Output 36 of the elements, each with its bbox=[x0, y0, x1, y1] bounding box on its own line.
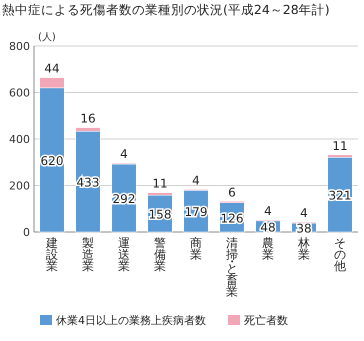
data-label: 11 bbox=[152, 176, 168, 191]
y-tick-label: 200 bbox=[9, 180, 30, 192]
data-label: 4 bbox=[192, 173, 200, 188]
y-tick-label: 800 bbox=[9, 40, 30, 53]
legend-label: 死亡者数 bbox=[244, 314, 288, 327]
x-tick-label: 製造業 bbox=[82, 236, 94, 273]
x-tick-label: 運送業 bbox=[118, 236, 130, 273]
data-label: 126 bbox=[220, 211, 244, 226]
data-label: 620 bbox=[40, 154, 64, 168]
x-tick-label: 清掃・と畜業 bbox=[226, 236, 238, 298]
data-label: 11 bbox=[332, 138, 348, 153]
x-tick-label: 建設業 bbox=[45, 236, 58, 273]
data-label: 48 bbox=[260, 220, 276, 234]
data-label: 4 bbox=[120, 147, 128, 162]
chart-title: 熱中症による死傷者数の業種別の状況(平成24～28年計) bbox=[2, 2, 330, 17]
data-label: 179 bbox=[184, 205, 208, 220]
data-label: 6 bbox=[228, 185, 236, 200]
data-label: 38 bbox=[296, 222, 312, 236]
data-label: 292 bbox=[112, 192, 136, 206]
x-tick-label: 警備業 bbox=[154, 236, 166, 273]
x-tick-label: その他 bbox=[334, 236, 346, 273]
x-tick-label: 商業 bbox=[190, 236, 202, 262]
x-tick-label: 林業 bbox=[297, 236, 310, 262]
data-label: 44 bbox=[44, 62, 60, 76]
data-label: 16 bbox=[80, 112, 96, 126]
data-label: 433 bbox=[76, 176, 100, 190]
y-tick-label: 600 bbox=[9, 86, 30, 100]
y-tick-label: 400 bbox=[9, 133, 30, 146]
data-label: 321 bbox=[328, 188, 352, 203]
y-axis-title: (人) bbox=[38, 32, 56, 43]
data-label: 4 bbox=[264, 204, 272, 218]
legend-label: 休業4日以上の業務上疾病者数 bbox=[56, 314, 206, 327]
y-tick-label: 0 bbox=[23, 226, 30, 239]
data-label: 158 bbox=[148, 208, 172, 222]
x-tick-label: 農業 bbox=[262, 236, 274, 262]
data-label: 4 bbox=[300, 206, 308, 220]
